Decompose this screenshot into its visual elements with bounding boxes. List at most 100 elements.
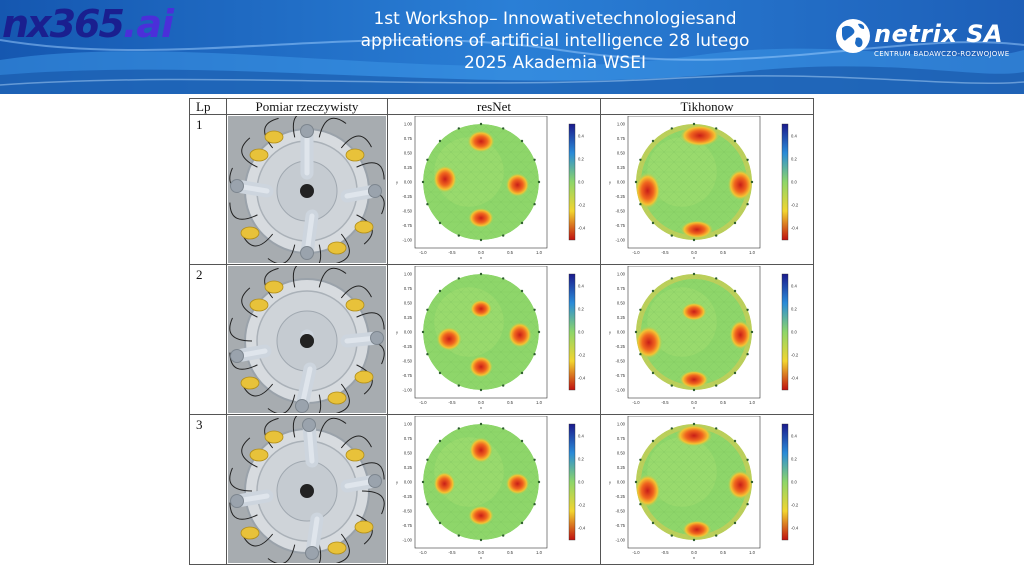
y-tick-label: -0.50 xyxy=(615,509,625,514)
y-axis-label: y xyxy=(396,330,398,335)
electrode-marker xyxy=(634,480,638,484)
y-tick-label: 0.75 xyxy=(404,436,413,441)
y-tick-label: -0.50 xyxy=(615,209,625,214)
x-tick-label: 1.0 xyxy=(536,400,542,405)
y-tick-label: 0.75 xyxy=(617,436,626,441)
reconstruction-disc xyxy=(423,124,539,240)
header-resnet: resNet xyxy=(387,98,601,115)
electrode-marker xyxy=(746,352,749,356)
y-tick-label: 0.50 xyxy=(404,451,413,456)
electrode-marker xyxy=(692,538,696,542)
x-tick-label: 0.5 xyxy=(507,550,513,555)
y-tick-label: 0.00 xyxy=(617,330,626,335)
colorbar xyxy=(781,423,789,541)
y-tick-label: 0.25 xyxy=(617,165,626,170)
electrode-marker xyxy=(520,289,524,293)
x-axis-label: x xyxy=(480,255,482,260)
inclusion-blob xyxy=(636,473,661,508)
resnet-cell: 1.00 0.75 0.50 0.25 0.00 -0.25 -0.50 -0.75 -1.00… xyxy=(387,414,601,565)
inclusion-blob xyxy=(436,326,463,352)
slide-title: 1st Workshop– Innowativetechnologiesand … xyxy=(345,8,765,74)
x-tick-label: -0.5 xyxy=(661,400,669,405)
electrode-marker xyxy=(438,139,442,143)
electrode-marker xyxy=(479,122,483,126)
electrode-marker xyxy=(733,289,737,293)
electrode-marker xyxy=(670,127,674,130)
electrode-marker xyxy=(533,502,536,506)
y-tick-label: 0.50 xyxy=(617,301,626,306)
electrode-marker xyxy=(438,289,442,293)
colorbar-tick-label: -0.4 xyxy=(791,526,799,531)
colorbar-tick-label: 0.0 xyxy=(578,330,584,335)
inclusion-blob xyxy=(433,471,456,496)
x-tick-label: 1.0 xyxy=(749,550,755,555)
electrode-marker xyxy=(692,238,696,242)
colorbar-tick-label: 0.0 xyxy=(791,180,797,185)
electrode-marker xyxy=(479,238,483,242)
electrode-marker xyxy=(479,422,483,426)
electrode-marker xyxy=(520,139,524,143)
electrode-marker xyxy=(520,221,524,225)
x-tick-label: -1.0 xyxy=(419,400,427,405)
y-tick-label: -1.00 xyxy=(615,388,625,393)
inclusion-blob xyxy=(505,472,530,495)
inclusion-blob xyxy=(505,172,530,197)
measurement-photo-image xyxy=(228,416,386,563)
colorbar-tick-label: 0.2 xyxy=(791,457,797,462)
row-number: 2 xyxy=(189,264,227,415)
header-banner: nx365 .ai 1st Workshop– Innowativetechnol… xyxy=(0,0,1024,94)
y-tick-label: 0.00 xyxy=(404,330,413,335)
x-tick-label: -1.0 xyxy=(419,550,427,555)
measurement-photo-image xyxy=(228,266,386,413)
colorbar-tick-label: 0.4 xyxy=(578,134,584,139)
colorbar xyxy=(781,123,789,241)
x-tick-label: 0.5 xyxy=(507,400,513,405)
x-tick-label: -0.5 xyxy=(448,250,456,255)
electrode-marker xyxy=(457,534,461,537)
x-tick-label: -0.5 xyxy=(661,550,669,555)
header-tikhonow: Tikhonow xyxy=(600,98,814,115)
table-row: 2 1.00 0.75 0.50 0.25 0.00 -0.25 -0.50 -0.75 -1.… xyxy=(189,264,814,415)
colorbar-tick-label: -0.2 xyxy=(791,503,799,508)
y-tick-label: 0.00 xyxy=(617,180,626,185)
electrode-marker xyxy=(438,521,442,525)
electrode-marker xyxy=(692,272,696,276)
electrode-marker xyxy=(457,277,461,280)
x-axis-label: x xyxy=(693,405,695,410)
colorbar-tick-label: 0.2 xyxy=(791,157,797,162)
electrode-marker xyxy=(750,330,754,334)
electrode-marker xyxy=(426,158,429,162)
colorbar-tick-label: -0.2 xyxy=(791,203,799,208)
y-tick-label: 1.00 xyxy=(617,422,626,427)
electrode-marker xyxy=(533,308,536,312)
inclusion-blob xyxy=(679,124,721,147)
electrode-marker xyxy=(479,388,483,392)
colorbar-tick-label: 0.0 xyxy=(578,480,584,485)
inclusion-blob xyxy=(468,207,494,229)
electrode-marker xyxy=(533,352,536,356)
y-tick-label: -1.00 xyxy=(615,238,625,243)
resnet-reconstruction-3: 1.000.750.500.250.00-0.25-0.50-0.75-1.00… xyxy=(396,416,586,560)
y-tick-label: 0.75 xyxy=(404,136,413,141)
electrode-marker xyxy=(692,422,696,426)
inclusion-blob xyxy=(729,320,752,350)
colorbar-tick-label: -0.2 xyxy=(578,353,586,358)
electrode-marker xyxy=(438,439,442,443)
x-tick-label: 1.0 xyxy=(536,250,542,255)
x-axis-label: x xyxy=(693,255,695,260)
electrode-marker xyxy=(421,330,425,334)
x-tick-label: 1.0 xyxy=(749,250,755,255)
y-tick-label: 0.25 xyxy=(617,465,626,470)
electrode-marker xyxy=(639,352,642,356)
electrode-marker xyxy=(426,352,429,356)
y-axis-label: y xyxy=(396,480,398,485)
netrix-logo: netrix SA CENTRUM BADAWCZO-ROZWOJOWE xyxy=(834,14,1014,64)
x-tick-label: 0.5 xyxy=(720,550,726,555)
y-tick-label: 0.00 xyxy=(404,480,413,485)
table-row: 1 1.00 0.75 0.50 0.25 0.00 -0.25 -0.50 -0.75 -1.… xyxy=(189,114,814,265)
x-tick-label: 1.0 xyxy=(749,400,755,405)
tikhonow-cell: 1.00 0.75 0.50 0.25 0.00 -0.25 -0.50 -0.75 -1.00… xyxy=(600,114,814,265)
electrode-marker xyxy=(651,139,655,143)
electrode-marker xyxy=(733,221,737,225)
electrode-marker xyxy=(733,139,737,143)
